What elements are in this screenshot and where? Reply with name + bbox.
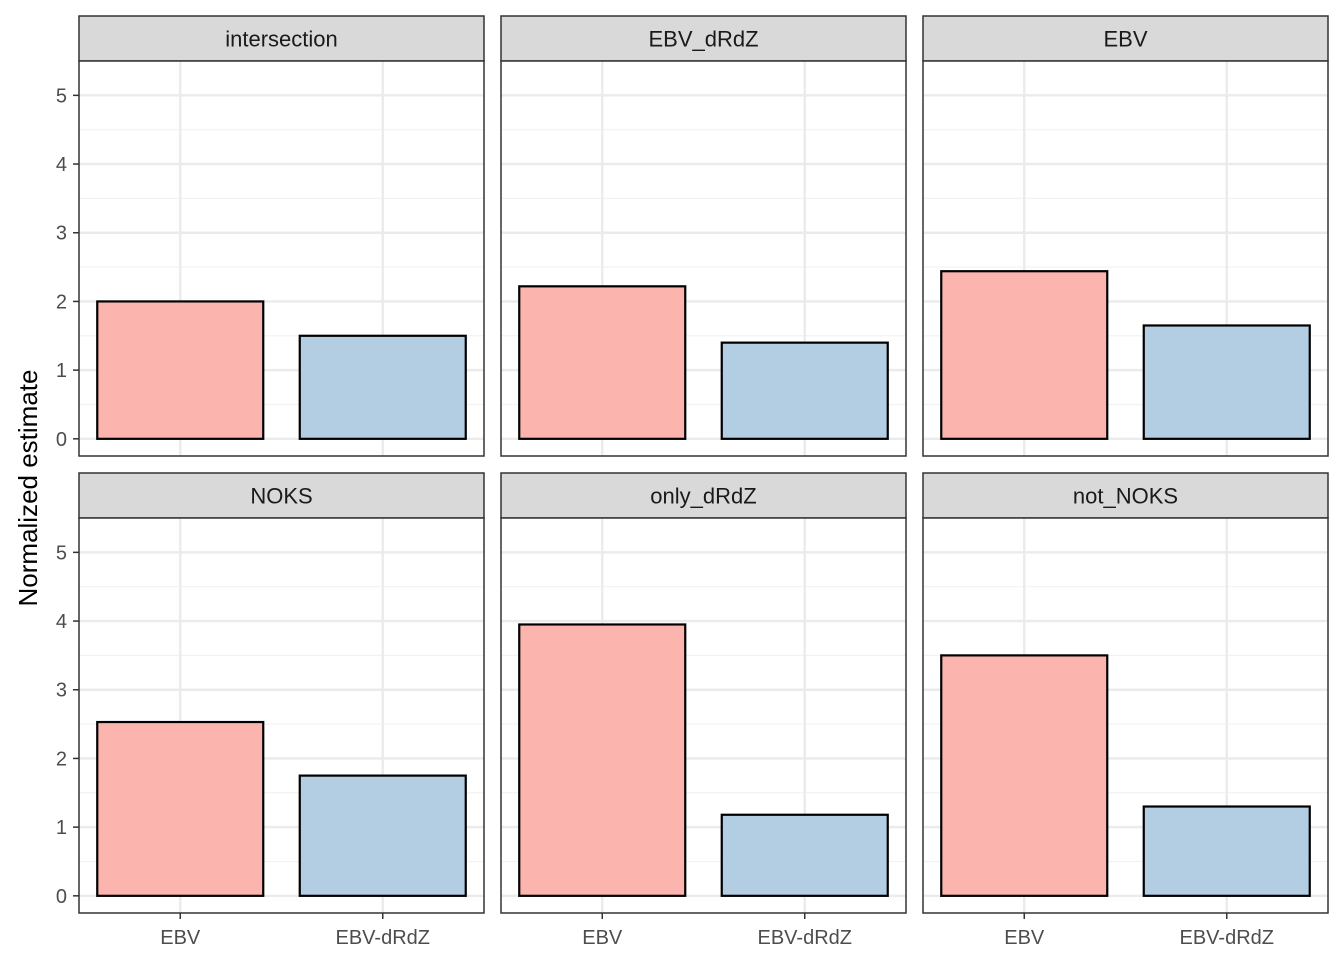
bar-EBV-dRdZ [298, 334, 467, 440]
facet-strip-label: not_NOKS [1073, 484, 1178, 509]
facet-panel-EBV_dRdZ: EBV_dRdZ [500, 15, 907, 457]
facet-strip-label: EBV_dRdZ [648, 27, 758, 52]
y-tick-label: 4 [56, 154, 67, 176]
bar-EBV-dRdZ [1142, 324, 1311, 440]
bar-EBV-dRdZ [720, 341, 889, 440]
x-tick-label: EBV-dRdZ [1180, 927, 1274, 949]
panel-border [78, 517, 485, 914]
bar-EBV [96, 300, 265, 440]
facet-panel-only_dRdZ: only_dRdZ EBV EBV-dRdZ [500, 472, 907, 949]
x-tick-label: EBV [160, 927, 201, 949]
bar-EBV [96, 720, 265, 897]
x-tick-label: EBV [1004, 927, 1045, 949]
facet-strip-label: NOKS [250, 484, 312, 509]
facet-panel-EBV: EBV [922, 15, 1329, 457]
facet-strip [500, 15, 907, 62]
y-tick-label: 5 [56, 85, 67, 107]
y-tick-label: 0 [56, 886, 67, 908]
facet-panel-intersection: intersection 0 1 2 3 4 5 [56, 15, 485, 457]
panel-border [922, 517, 1329, 914]
bar-EBV-dRdZ [1142, 805, 1311, 897]
bar-EBV [518, 285, 687, 440]
y-axis-title: Normalized estimate [13, 370, 43, 607]
y-tick-label: 3 [56, 680, 67, 702]
y-tick-label: 3 [56, 223, 67, 245]
y-tick-label: 2 [56, 291, 67, 313]
x-tick-label: EBV-dRdZ [336, 927, 430, 949]
y-tick-label: 1 [56, 817, 67, 839]
bar-EBV [940, 270, 1109, 440]
panels-layer: intersection 0 1 2 3 4 5 EBV_dRdZ EBV NOKS 0 1 2 3 4 5 E… [56, 15, 1329, 949]
facet-strip [78, 15, 485, 62]
panel-border [78, 60, 485, 457]
bar-EBV-dRdZ [298, 774, 467, 897]
bar-EBV-dRdZ [720, 813, 889, 897]
y-tick-label: 4 [56, 611, 67, 633]
facet-strip-label: only_dRdZ [650, 484, 756, 509]
facet-strip [922, 472, 1329, 519]
panel-border [500, 60, 907, 457]
x-tick-label: EBV [582, 927, 623, 949]
facet-panel-NOKS: NOKS 0 1 2 3 4 5 EBV EBV-dRdZ [56, 472, 485, 949]
y-tick-label: 2 [56, 748, 67, 770]
panel-border [922, 60, 1329, 457]
y-tick-label: 0 [56, 429, 67, 451]
facet-strip [500, 472, 907, 519]
x-tick-label: EBV-dRdZ [758, 927, 852, 949]
panel-border [500, 517, 907, 914]
facet-strip-label: intersection [225, 27, 338, 52]
facet-strip-label: EBV [1103, 27, 1147, 52]
bar-EBV [518, 623, 687, 897]
y-tick-label: 1 [56, 360, 67, 382]
y-tick-label: 5 [56, 542, 67, 564]
bar-EBV [940, 654, 1109, 897]
facet-strip [922, 15, 1329, 62]
facet-panel-not_NOKS: not_NOKS EBV EBV-dRdZ [922, 472, 1329, 949]
facet-strip [78, 472, 485, 519]
